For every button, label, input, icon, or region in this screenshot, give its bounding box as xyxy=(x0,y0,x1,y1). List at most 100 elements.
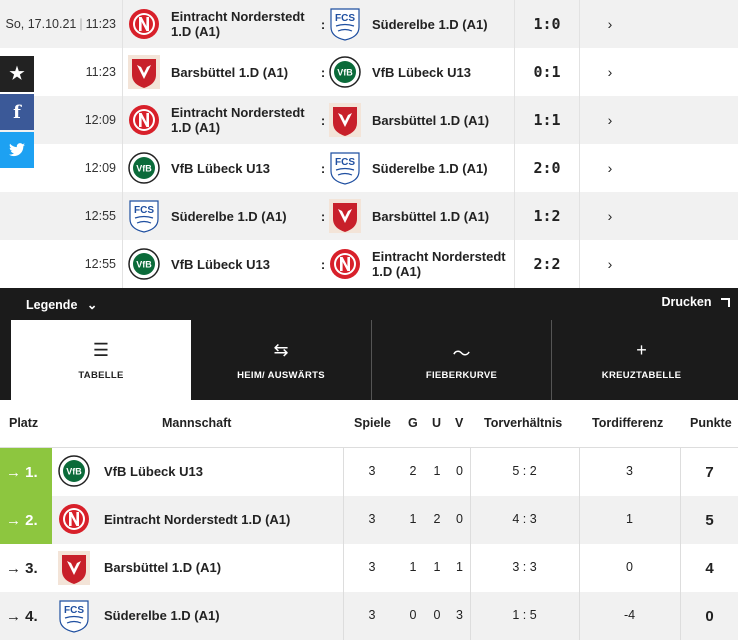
team-name[interactable]: Süderelbe 1.D (A1) xyxy=(104,608,220,623)
barsbuettel-logo xyxy=(127,55,161,89)
trend-icon: 〜 xyxy=(452,343,471,364)
svg-text:FCS: FCS xyxy=(64,605,84,616)
plus-icon: + xyxy=(636,339,647,360)
tab-heim-auswärts[interactable]: ⇆ HEIM/ AUSWÄRTS xyxy=(191,320,371,400)
match-row[interactable]: 12:09 Eintracht Norderstedt 1.D (A1) : B… xyxy=(0,96,738,144)
losses: 0 xyxy=(456,512,463,526)
team-separator: : xyxy=(320,112,326,128)
table-navigation: Legende ⌄ Drucken ☰ TABELLE ⇆ HEIM/ AUSWÄ… xyxy=(0,288,738,400)
header-g: G xyxy=(408,416,418,430)
print-label: Drucken xyxy=(661,295,712,309)
table-row[interactable]: → 3. Barsbüttel 1.D (A1) 3 1 1 1 3 : 3 0… xyxy=(0,544,738,592)
tab-label: KREUZTABELLE xyxy=(601,369,682,381)
print-button[interactable]: Drucken xyxy=(661,295,730,309)
svg-text:VfB: VfB xyxy=(136,164,152,174)
norderstedt-logo xyxy=(127,103,161,137)
away-team: VfB VfB Lübeck U13 xyxy=(326,48,514,96)
draws: 2 xyxy=(433,512,441,526)
chevron-right-icon[interactable]: › xyxy=(607,112,613,128)
match-date: So, 17.10.21 xyxy=(5,17,77,31)
swap-icon: ⇆ xyxy=(273,339,289,360)
tab-tabelle[interactable]: ☰ TABELLE xyxy=(11,320,191,400)
match-time: 12:09 xyxy=(0,113,122,127)
match-row[interactable]: 12:55 FCS Süderelbe 1.D (A1) : Barsbütte… xyxy=(0,192,738,240)
table-row[interactable]: → 2. Eintracht Norderstedt 1.D (A1) 3 1 … xyxy=(0,496,738,544)
away-team: FCS Süderelbe 1.D (A1) xyxy=(326,144,514,192)
away-team: Eintracht Norderstedt 1.D (A1) xyxy=(326,240,514,288)
standings-header: Platz Mannschaft Spiele G U V Torverhält… xyxy=(0,400,738,448)
suederelbe-logo: FCS xyxy=(328,151,362,185)
team-separator: : xyxy=(320,160,326,176)
match-row[interactable]: 12:09 VfB VfB Lübeck U13 : FCS Süderelbe… xyxy=(0,144,738,192)
tab-label: HEIM/ AUSWÄRTS xyxy=(237,369,325,381)
twitter-share-icon[interactable] xyxy=(0,132,34,168)
team-name[interactable]: VfB Lübeck U13 xyxy=(104,464,203,479)
barsbuettel-logo xyxy=(328,103,362,137)
wins: 0 xyxy=(409,608,417,622)
match-score: 1:1 xyxy=(514,96,580,144)
chevron-right-icon[interactable]: › xyxy=(607,16,613,32)
corner-arrow-icon xyxy=(721,298,730,307)
home-team: FCS Süderelbe 1.D (A1) xyxy=(122,192,320,240)
home-team: VfB VfB Lübeck U13 xyxy=(122,144,320,192)
home-team-name: Eintracht Norderstedt 1.D (A1) xyxy=(171,105,305,135)
games-played: 3 xyxy=(368,560,376,574)
vfb-luebeck-logo: VfB xyxy=(127,151,161,185)
match-time: 11:23 xyxy=(0,65,122,79)
goal-difference: 1 xyxy=(626,512,633,526)
losses: 1 xyxy=(456,560,463,574)
table-row[interactable]: → 4. FCS Süderelbe 1.D (A1) 3 0 0 3 1 : … xyxy=(0,592,738,640)
team-name[interactable]: Eintracht Norderstedt 1.D (A1) xyxy=(104,512,291,527)
table-row[interactable]: → 1. VfB VfB Lübeck U13 3 2 1 0 5 : 2 3 … xyxy=(0,448,738,496)
svg-text:VfB: VfB xyxy=(66,467,82,477)
home-team: VfB VfB Lübeck U13 xyxy=(122,240,320,288)
match-row[interactable]: 11:23 Barsbüttel 1.D (A1) : VfB VfB Lübe… xyxy=(0,48,738,96)
norderstedt-logo xyxy=(328,247,362,281)
tab-fieberkurve[interactable]: 〜 FIEBERKURVE xyxy=(371,320,551,400)
match-score: 1:0 xyxy=(514,0,580,48)
header-spiele: Spiele xyxy=(354,416,391,430)
kickoff-time: 11:23 xyxy=(85,17,116,31)
divider xyxy=(470,448,471,640)
list-icon: ☰ xyxy=(92,339,110,360)
chevron-right-icon[interactable]: › xyxy=(607,64,613,80)
points: 7 xyxy=(680,448,738,496)
chevron-down-icon: ⌄ xyxy=(86,298,98,312)
kickoff-time: 12:55 xyxy=(84,209,116,223)
away-team-name: Süderelbe 1.D (A1) xyxy=(372,16,488,32)
goal-ratio: 4 : 3 xyxy=(512,512,537,526)
games-played: 3 xyxy=(368,464,376,478)
team-name[interactable]: Barsbüttel 1.D (A1) xyxy=(104,560,222,575)
header-platz: Platz xyxy=(9,416,39,430)
header-u: U xyxy=(432,416,442,430)
chevron-right-icon[interactable]: › xyxy=(607,256,613,272)
away-team-name: Eintracht Norderstedt 1.D (A1) xyxy=(372,249,506,279)
match-score: 2:2 xyxy=(514,240,580,288)
team-separator: : xyxy=(320,16,326,32)
divider xyxy=(579,448,580,640)
kickoff-time: 12:09 xyxy=(84,113,116,127)
divider xyxy=(343,448,344,640)
favorite-star-icon[interactable]: ★ xyxy=(0,56,34,92)
home-team: Barsbüttel 1.D (A1) xyxy=(122,48,320,96)
wins: 1 xyxy=(409,512,417,526)
vfb-luebeck-logo: VfB xyxy=(127,247,161,281)
match-row[interactable]: So, 17.10.21 | 11:23 Eintracht Norderstedt… xyxy=(0,0,738,48)
games-played: 3 xyxy=(368,512,376,526)
tab-kreuztabelle[interactable]: + KREUZTABELLE xyxy=(551,320,731,400)
header-torverhaeltnis: Torverhältnis xyxy=(484,416,563,430)
away-team: Barsbüttel 1.D (A1) xyxy=(326,96,514,144)
chevron-right-icon[interactable]: › xyxy=(607,160,613,176)
match-row[interactable]: 12:55 VfB VfB Lübeck U13 : Eintracht Nor… xyxy=(0,240,738,288)
legende-toggle[interactable]: Legende ⌄ xyxy=(26,297,97,312)
kickoff-time: 11:23 xyxy=(85,65,116,79)
away-team-name: Süderelbe 1.D (A1) xyxy=(372,160,488,176)
header-tordifferenz: Tordifferenz xyxy=(592,416,664,430)
norderstedt-logo xyxy=(58,503,90,538)
chevron-right-icon[interactable]: › xyxy=(607,208,613,224)
draws: 1 xyxy=(433,464,441,478)
facebook-share-icon[interactable]: f xyxy=(0,94,34,130)
draws: 0 xyxy=(433,608,441,622)
match-score: 1:2 xyxy=(514,192,580,240)
team-separator: : xyxy=(320,208,326,224)
